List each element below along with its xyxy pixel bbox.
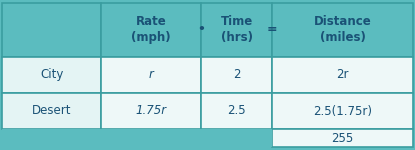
Bar	[201, 93, 272, 129]
Bar	[272, 57, 413, 93]
Text: Distance
(miles): Distance (miles)	[314, 15, 371, 44]
Text: City: City	[40, 68, 63, 81]
Bar	[101, 57, 201, 93]
Text: =: =	[267, 23, 278, 36]
Text: Rate
(mph): Rate (mph)	[131, 15, 171, 44]
Text: •: •	[197, 23, 205, 36]
Bar	[201, 129, 272, 147]
Text: r: r	[149, 68, 154, 81]
Text: Time
(hrs): Time (hrs)	[220, 15, 253, 44]
Text: 2.5(1.75r): 2.5(1.75r)	[313, 105, 372, 117]
Bar	[101, 3, 201, 57]
Text: 2r: 2r	[336, 68, 349, 81]
Bar	[101, 129, 201, 147]
Text: 255: 255	[332, 132, 354, 145]
Bar	[2, 3, 101, 57]
Bar	[272, 129, 413, 147]
Bar	[2, 129, 101, 147]
Bar	[272, 93, 413, 129]
Bar	[101, 93, 201, 129]
Text: 2.5: 2.5	[227, 105, 246, 117]
Bar	[201, 57, 272, 93]
Text: 2: 2	[233, 68, 240, 81]
Bar	[2, 93, 101, 129]
Bar	[201, 3, 272, 57]
Text: Desert: Desert	[32, 105, 71, 117]
Bar	[2, 57, 101, 93]
Bar	[272, 3, 413, 57]
Text: 1.75r: 1.75r	[136, 105, 167, 117]
